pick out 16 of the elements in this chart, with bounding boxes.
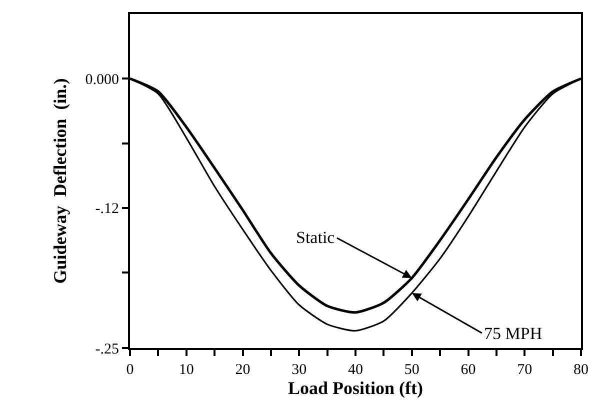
x-tick-label: 50	[404, 362, 420, 378]
x-tick-label: 20	[235, 362, 250, 378]
y-axis-title: Guideway Deflection (in.)	[50, 78, 70, 284]
series-label: Static	[296, 228, 336, 247]
y-tick-label: 0.000	[85, 72, 119, 88]
x-tick-label: 10	[178, 362, 194, 378]
x-tick-label: 0	[126, 362, 134, 378]
y-tick-label: -.25	[95, 341, 119, 358]
x-tick-label: 40	[348, 362, 363, 378]
x-tick-label: 30	[292, 362, 307, 378]
x-axis-title: Load Position (ft)	[288, 378, 424, 398]
x-tick-label: 80	[574, 362, 588, 378]
x-tick-label: 60	[460, 362, 476, 378]
y-tick-label: -.12	[95, 201, 119, 218]
text: 75 MPH	[484, 324, 542, 343]
x-tick-label: 70	[517, 362, 532, 378]
